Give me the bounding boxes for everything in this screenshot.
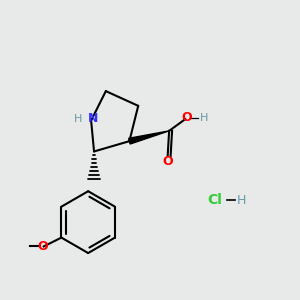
Text: O: O: [182, 111, 192, 124]
Text: Cl: Cl: [207, 193, 222, 207]
Text: H: H: [237, 194, 246, 207]
Text: H: H: [74, 114, 82, 124]
Text: O: O: [37, 240, 48, 253]
Text: H: H: [200, 113, 208, 123]
Polygon shape: [129, 131, 169, 144]
Text: N: N: [87, 112, 98, 125]
Text: O: O: [162, 155, 173, 168]
